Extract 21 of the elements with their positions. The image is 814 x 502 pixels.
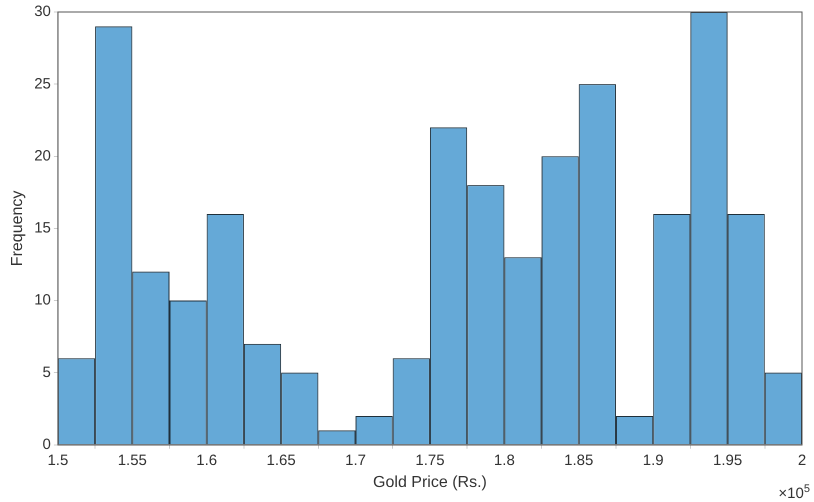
x-tick-label: 1.7: [345, 452, 366, 469]
x-tick-label: 1.9: [642, 452, 664, 469]
x-tick-label: 1.5: [47, 452, 68, 469]
y-axis-title: Frequency: [9, 190, 26, 266]
y-tick-label: 20: [34, 147, 51, 164]
x-tick-label: 1.95: [712, 452, 742, 469]
y-tick-label: 5: [42, 364, 51, 381]
x-tick-label: 1.65: [266, 452, 296, 469]
y-tick-label: 10: [34, 292, 51, 309]
x-tick-label: 1.55: [118, 452, 147, 469]
y-tick-label: 30: [34, 3, 51, 20]
text: ×10$^{5}$: [778, 483, 810, 502]
y-tick-label: 25: [34, 75, 51, 92]
y-tick-label: 0: [42, 436, 51, 453]
x-tick-label: 2: [798, 452, 806, 469]
y-tick-label: 15: [34, 220, 51, 237]
x-tick-label: 1.75: [415, 452, 445, 469]
x-tick-label: 1.8: [494, 452, 515, 469]
x-axis-title: Gold Price (Rs.): [373, 474, 487, 491]
x-tick-label: 1.85: [564, 452, 594, 469]
x-tick-label: 1.6: [196, 452, 218, 469]
